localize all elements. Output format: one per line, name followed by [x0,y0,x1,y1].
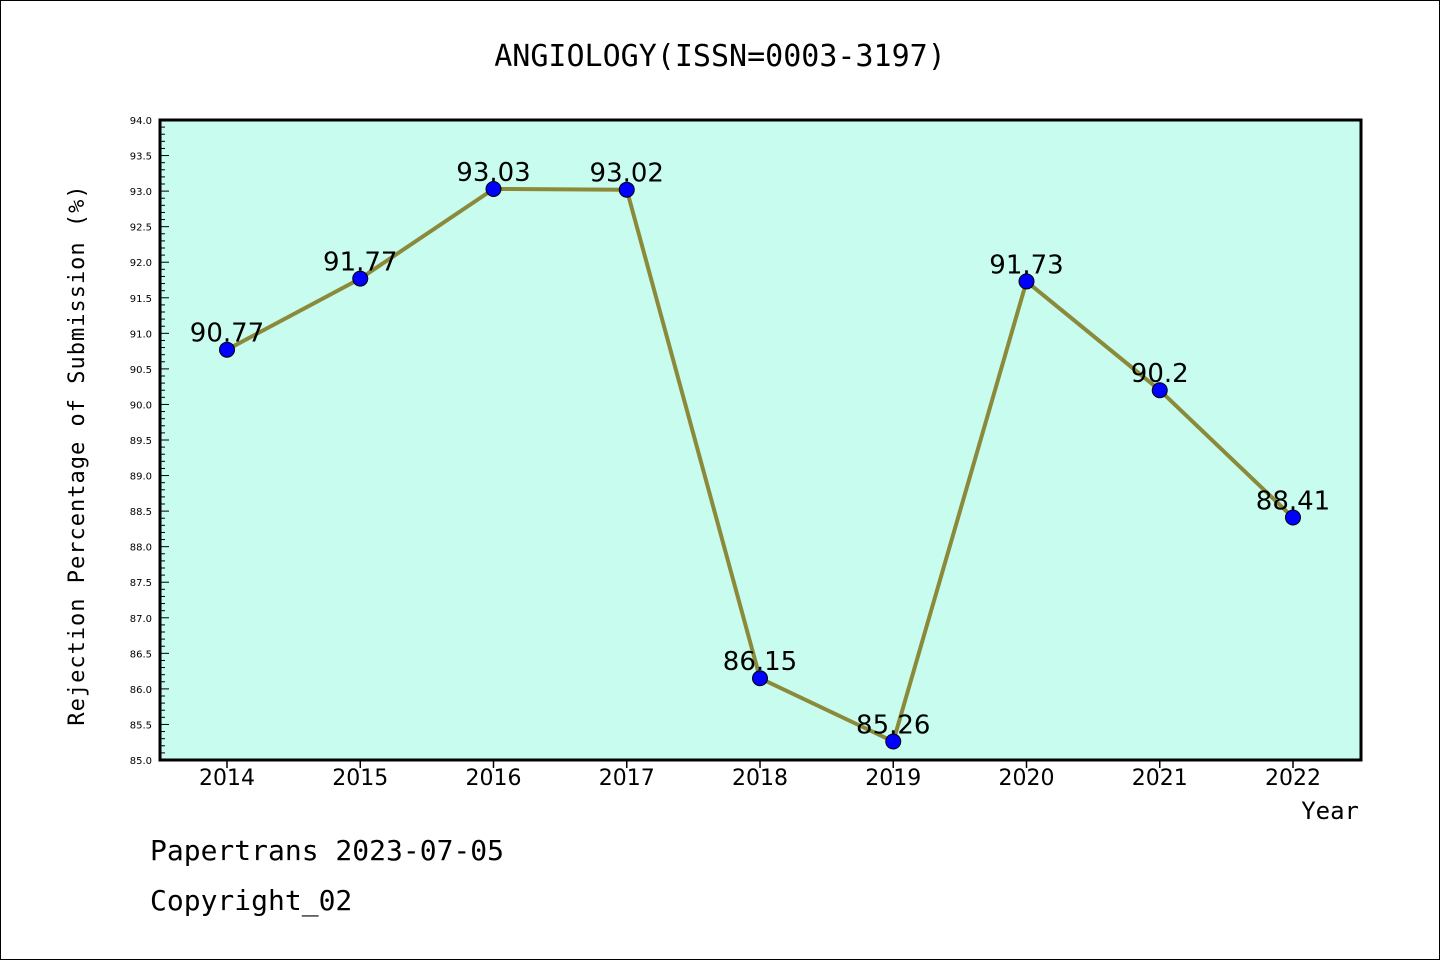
data-point [1285,509,1301,526]
footer-copyright: Copyright_02 [150,884,353,917]
data-label: 91.77 [323,248,397,278]
plot-area [160,120,1361,760]
y-tick-label: 88.5 [130,507,152,518]
y-tick-label: 85.0 [130,756,152,767]
y-tick-label: 93.0 [130,187,152,198]
data-point [1018,273,1035,290]
x-tick-label: 2019 [865,766,921,791]
data-label: 90.2 [1131,359,1189,389]
y-tick-label: 94.0 [130,116,152,127]
x-tick-label: 2018 [732,766,788,791]
x-tick-label: 2015 [332,766,388,791]
plot-border [158,118,1363,762]
data-label: 85.26 [856,711,930,741]
data-point [352,270,369,287]
data-label: 93.02 [590,159,664,189]
y-tick-label: 86.0 [130,685,152,696]
axis-ticks: 85.0 85.5 86.0 86.5 87.0 87.5 88.0 88.5 89.0 89.5… [130,116,1321,791]
x-tick-label: 2021 [1132,766,1188,791]
x-tick-label: 2016 [466,766,522,791]
x-tick-label: 2014 [199,766,255,791]
y-tick-label: 89.5 [130,436,152,447]
y-tick-label: 91.0 [130,329,152,340]
y-tick-label: 87.0 [130,614,152,625]
data-points [219,180,1301,750]
data-point [219,341,235,358]
x-tick-label: 2022 [1265,766,1321,791]
y-tick-label: 90.0 [130,400,152,411]
y-tick-label: 91.5 [130,294,152,305]
y-tick-label: 89.0 [130,472,152,483]
y-tick-label: 85.5 [130,720,152,731]
y-tick-label: 93.5 [130,152,152,163]
chart-title: ANGIOLOGY(ISSN=0003-3197) [494,39,946,74]
data-point [618,181,635,198]
x-axis-label: Year [1301,797,1359,825]
data-label: 88.41 [1256,487,1330,517]
y-tick-label: 90.5 [130,365,152,376]
data-label: 86.15 [723,647,797,677]
data-label: 93.03 [456,158,530,188]
y-tick-label: 92.5 [130,223,152,234]
y-tick-label: 92.0 [130,258,152,269]
y-axis-label: Rejection Percentage of Submission (%) [65,184,90,725]
data-label: 91.73 [989,250,1063,280]
data-point [752,670,768,687]
data-point [485,180,502,197]
y-tick-label: 87.5 [130,578,152,589]
data-point [885,733,902,750]
data-labels: 90.77 91.77 93.03 93.02 86.15 85.26 91.73 90.2 8… [190,158,1330,741]
y-tick-label: 88.0 [130,543,152,554]
y-tick-label: 86.5 [130,649,152,660]
x-tick-label: 2020 [999,766,1055,791]
x-tick-label: 2017 [599,766,655,791]
data-label: 90.77 [190,319,264,349]
data-point [1151,382,1168,399]
footer-date: Papertrans 2023-07-05 [150,834,505,867]
